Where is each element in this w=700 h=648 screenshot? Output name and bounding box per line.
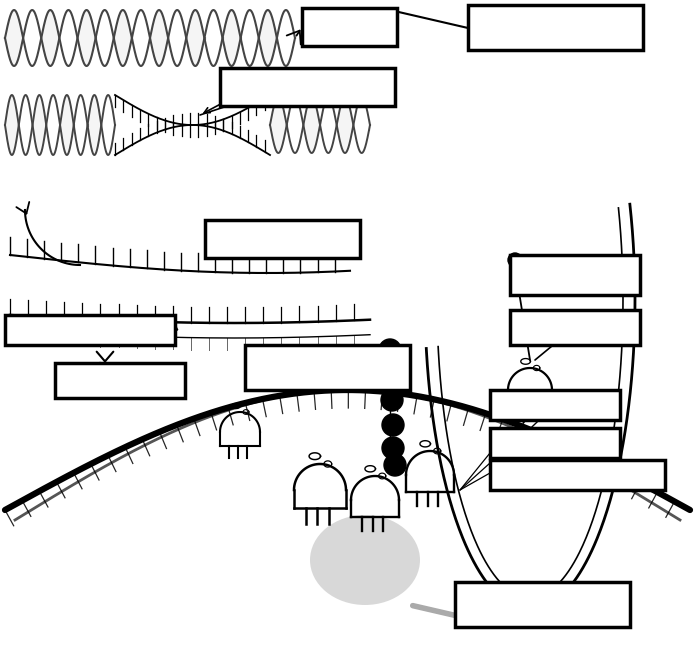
- Circle shape: [382, 437, 404, 459]
- Circle shape: [508, 253, 522, 267]
- Circle shape: [379, 364, 401, 386]
- Bar: [220, 68, 395, 106]
- Bar: [490, 428, 620, 458]
- Bar: [205, 220, 360, 258]
- Bar: [302, 8, 397, 46]
- Circle shape: [382, 414, 404, 436]
- Circle shape: [381, 389, 403, 411]
- Bar: [468, 5, 643, 50]
- Bar: [245, 345, 410, 390]
- Bar: [55, 363, 185, 398]
- Bar: [5, 315, 175, 345]
- Bar: [490, 460, 665, 490]
- Bar: [490, 390, 620, 420]
- Bar: [510, 310, 640, 345]
- Bar: [510, 255, 640, 295]
- Bar: [455, 582, 630, 627]
- Ellipse shape: [310, 515, 420, 605]
- Circle shape: [384, 454, 406, 476]
- Circle shape: [379, 339, 401, 361]
